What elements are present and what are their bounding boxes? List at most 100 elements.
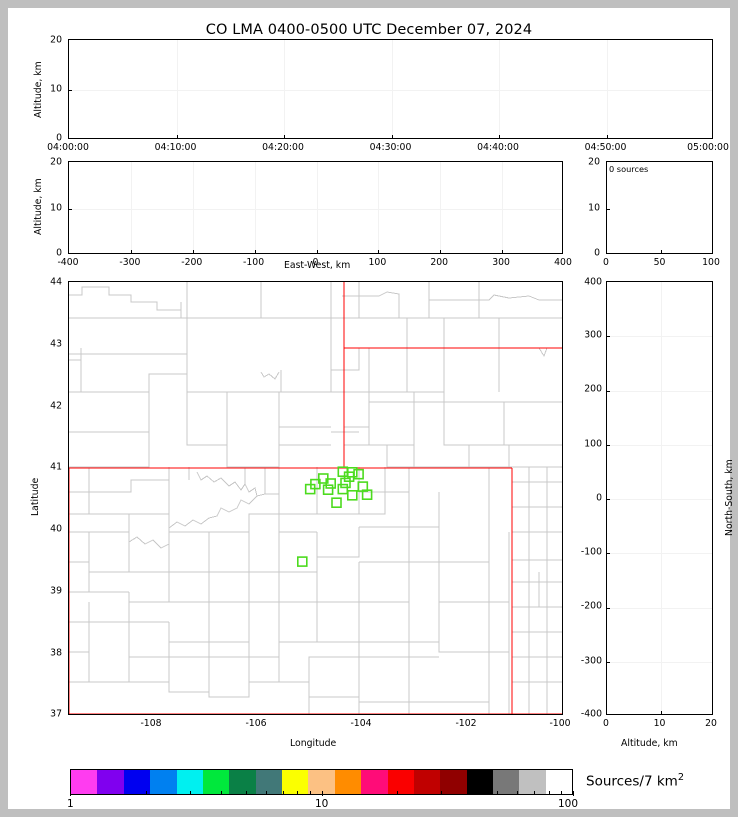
colorbar-swatch-0	[71, 770, 98, 794]
ax4-xtick--104: -104	[350, 718, 372, 729]
ax1-xtick-1: 04:10:00	[154, 142, 197, 153]
ax5-ytick-400: 400	[584, 276, 602, 288]
colorbar-swatch-15	[466, 770, 493, 794]
colorbar-swatch-14	[440, 770, 467, 794]
colorbar-swatch-11	[361, 770, 388, 794]
ax2-ytick-20: 20	[50, 156, 62, 168]
colorbar-tick-mark	[548, 791, 550, 794]
ax5-ytick--100: -100	[580, 546, 602, 558]
colorbar-swatch-5	[202, 770, 230, 794]
colorbar-swatch-2	[123, 770, 151, 794]
ax3-xtick-0: 0	[603, 257, 609, 268]
ax5-ytick--200: -200	[580, 600, 602, 612]
colorbar-swatch-4	[176, 770, 203, 794]
ax5-xtick-0: 0	[603, 718, 609, 729]
ax1-ytick-10: 10	[50, 83, 62, 95]
colorbar-title: Sources/7 km2	[586, 772, 684, 790]
ax5-ytick-300: 300	[584, 329, 602, 341]
ax2-xtick-300: 300	[492, 257, 510, 268]
colorbar-tick-mark	[145, 791, 147, 794]
ax4-ylabel: Latitude	[30, 477, 41, 516]
ax1-xtick-4: 04:40:00	[477, 142, 519, 153]
colorbar-swatch-9	[308, 770, 335, 794]
ax5-ytick--400: -400	[580, 708, 602, 720]
colorbar-tick-mark	[497, 791, 499, 794]
ax4-ytick-41: 41	[50, 461, 62, 473]
ax5-xtick-20: 20	[705, 718, 717, 729]
ax2-xtick-0: 0	[312, 257, 319, 268]
panel-east-west-height[interactable]	[68, 161, 563, 254]
ax3-xtick-50: 50	[653, 257, 666, 268]
figure-title: CO LMA 0400-0500 UTC December 07, 2024	[205, 22, 533, 38]
ax5-ytick-200: 200	[584, 383, 602, 395]
colorbar-swatch-12	[387, 770, 414, 794]
colorbar-tick-mark	[297, 791, 299, 794]
colorbar-swatch-10	[334, 770, 362, 794]
ax3-ytick-0: 0	[594, 247, 600, 259]
ax4-xlabel: Longitude	[290, 738, 337, 749]
ax4-xtick--102: -102	[455, 718, 477, 729]
colorbar-tick-100: 100	[558, 798, 579, 810]
colorbar-title-exponent: 2	[677, 772, 684, 783]
ax5-ytick-0: 0	[596, 492, 602, 504]
lma-source-marker	[325, 478, 337, 489]
ax2-xtick--100: -100	[243, 257, 265, 268]
colorbar-swatch-8	[282, 770, 309, 794]
colorbar-tick-mark	[70, 791, 71, 796]
colorbar-title-text: Sources/7 km	[586, 773, 678, 790]
ax4-ytick-38: 38	[50, 647, 62, 659]
colorbar-tick-mark	[321, 791, 323, 796]
colorbar-tick-mark	[265, 791, 267, 794]
ax4-xtick--108: -108	[140, 718, 162, 729]
ax4-ytick-43: 43	[50, 338, 62, 350]
figure-canvas: CO LMA 0400-0500 UTC December 07, 2024 2…	[8, 8, 735, 810]
panel-plan-view-map[interactable]	[68, 281, 563, 715]
ax4-ytick-37: 37	[50, 708, 62, 720]
ax5-ytick--300: -300	[580, 655, 602, 667]
colorbar-swatch-16	[493, 770, 520, 794]
colorbar-swatch-13	[413, 770, 441, 794]
colorbar-swatch-6	[229, 770, 256, 794]
ax1-xtick-2: 04:20:00	[262, 142, 304, 153]
ax4-ytick-44: 44	[50, 276, 62, 288]
lma-source-markers	[297, 466, 373, 567]
lma-source-marker	[343, 471, 355, 482]
ax1-ylabel: Altitude, km	[33, 61, 44, 118]
ax4-xtick--106: -106	[245, 718, 267, 729]
ax2-xtick-200: 200	[430, 257, 449, 268]
colorbar-tick-mark	[189, 791, 191, 794]
colorbar-tick-mark	[441, 791, 443, 794]
colorbar[interactable]	[70, 769, 573, 795]
panel-time-height[interactable]	[68, 39, 713, 139]
lma-source-marker	[322, 484, 334, 495]
ax2-ytick-0: 0	[56, 247, 62, 259]
ax4-ytick-39: 39	[50, 585, 62, 597]
colorbar-tick-1: 1	[67, 798, 74, 810]
ax1-xtick-5: 04:50:00	[584, 142, 627, 153]
panel-altitude-histogram[interactable]	[606, 161, 713, 254]
ax4-ytick-42: 42	[50, 400, 62, 412]
colorbar-tick-mark	[573, 791, 574, 796]
colorbar-tick-mark	[472, 791, 474, 794]
ax3-ytick-10: 10	[588, 202, 600, 213]
colorbar-tick-mark	[245, 791, 247, 794]
lma-source-marker	[297, 556, 308, 567]
ax2-xtick-400: 400	[554, 257, 572, 268]
colorbar-tick-mark	[561, 791, 563, 794]
colorbar-swatch-1	[97, 770, 124, 794]
ax5-ylabel: North-South, km	[724, 459, 735, 536]
lma-source-marker	[331, 497, 342, 508]
colorbar-tick-mark	[397, 791, 399, 794]
colorbar-tick-mark	[221, 791, 223, 794]
colorbar-swatch-7	[255, 770, 282, 794]
ax3-xtick-100: 100	[702, 257, 720, 268]
ax2-xlabel: East-West, km	[284, 260, 351, 271]
map-geography	[69, 282, 562, 714]
lma-source-marker	[340, 477, 351, 489]
colorbar-swatch-18	[545, 770, 572, 794]
ax5-xlabel: Altitude, km	[621, 738, 678, 749]
ax2-xtick--400: -400	[57, 257, 79, 268]
colorbar-tick-mark	[517, 791, 519, 794]
ax2-ytick-10: 10	[50, 202, 62, 213]
panel-north-south-height[interactable]	[606, 281, 713, 715]
